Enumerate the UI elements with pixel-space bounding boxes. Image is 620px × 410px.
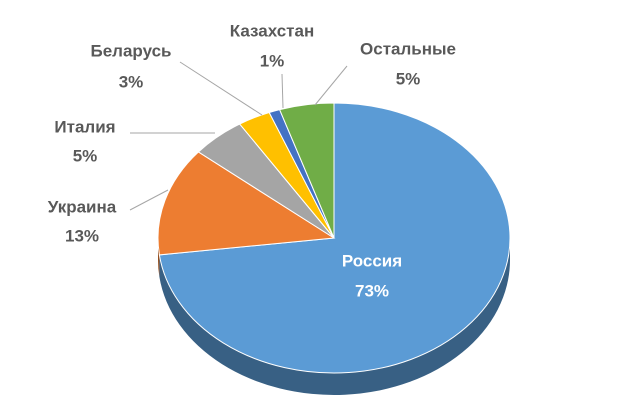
data-label-name: Италия bbox=[54, 117, 115, 136]
data-label-name: Остальные bbox=[360, 39, 456, 58]
data-label-value: 1% bbox=[260, 51, 285, 70]
data-label-name: Россия bbox=[342, 251, 402, 270]
leader-line bbox=[314, 65, 348, 106]
data-label-value: 3% bbox=[119, 72, 144, 91]
data-label-name: Беларусь bbox=[90, 41, 171, 60]
leader-line bbox=[281, 73, 284, 109]
slice bbox=[157, 151, 336, 256]
slice bbox=[278, 102, 335, 239]
leader-line bbox=[129, 189, 169, 211]
data-label-value: 13% bbox=[65, 226, 99, 245]
data-label-value: 5% bbox=[73, 146, 98, 165]
data-label-value: 5% bbox=[396, 69, 421, 88]
data-label-value: 73% bbox=[355, 281, 389, 300]
leader-line bbox=[179, 61, 263, 116]
data-label-name: Украина bbox=[48, 197, 117, 216]
data-label-name: Казахстан bbox=[230, 21, 314, 40]
